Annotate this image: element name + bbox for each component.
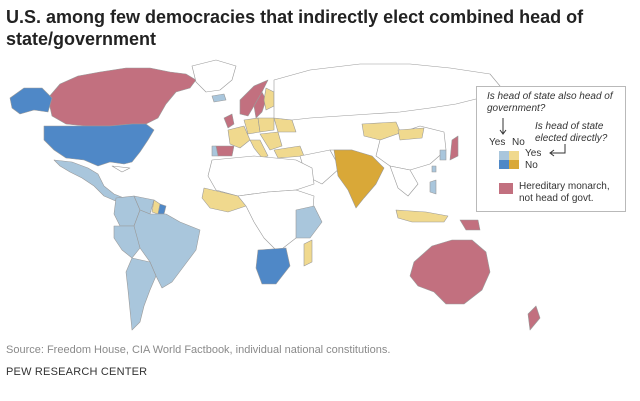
country-north-africa — [207, 155, 315, 197]
swatch-nothead-indirect — [509, 160, 519, 169]
country-turkey — [273, 145, 305, 159]
chart-title: U.S. among few democracies that indirect… — [6, 7, 584, 49]
country-argentina — [125, 257, 157, 331]
country-cuba — [111, 165, 131, 173]
country-philippines — [429, 179, 437, 195]
country-indonesia — [395, 209, 449, 223]
country-greenland — [191, 59, 237, 93]
country-madagascar — [303, 239, 313, 267]
country-east-africa — [295, 205, 323, 239]
country-poland — [257, 117, 275, 133]
country-southern-africa — [255, 247, 291, 285]
legend-question-direct-election: Is head of state elected directly? — [535, 121, 608, 144]
legend-col-yes: Yes — [489, 137, 506, 148]
country-new-zealand — [527, 305, 541, 331]
legend-monarch-label: Hereditary monarch, not head of govt. — [519, 181, 610, 204]
country-us-alaska — [9, 87, 53, 115]
country-mongolia — [397, 127, 425, 141]
country-portugal — [211, 145, 219, 157]
country-finland — [263, 87, 275, 111]
country-france — [227, 125, 251, 149]
legend-row-no: No — [525, 160, 538, 171]
swatch-headgov-indirect — [499, 160, 509, 169]
country-russia — [273, 63, 501, 121]
country-sweden — [253, 91, 267, 119]
legend-row-yes: Yes — [525, 148, 542, 159]
country-balkans — [259, 131, 283, 151]
country-united-kingdom — [223, 113, 235, 129]
country-iceland — [211, 93, 227, 103]
legend-col-no: No — [512, 137, 525, 148]
country-southeast-asia — [389, 165, 419, 197]
country-canada — [47, 67, 197, 127]
source-note: Source: Freedom House, CIA World Factboo… — [6, 344, 391, 356]
country-australia — [409, 239, 491, 305]
country-taiwan — [431, 165, 437, 173]
world-map — [9, 59, 541, 331]
arrow-return-icon — [549, 144, 566, 157]
swatch-headgov-direct — [499, 151, 509, 160]
swatch-nothead-direct — [509, 151, 519, 160]
swatch-monarch — [499, 183, 513, 194]
country-japan — [449, 135, 459, 161]
country-china — [375, 125, 447, 171]
organization-name: PEW RESEARCH CENTER — [6, 366, 148, 378]
country-spain — [215, 145, 235, 157]
country-south-korea — [439, 149, 447, 161]
legend-question-head-of-government: Is head of state also head of government… — [487, 91, 613, 114]
arrow-down-icon — [499, 118, 507, 135]
country-papua-new-guinea — [459, 219, 481, 231]
map-legend: Is head of state also head of government… — [476, 86, 626, 212]
country-united-states — [43, 123, 155, 167]
country-india — [333, 149, 385, 209]
